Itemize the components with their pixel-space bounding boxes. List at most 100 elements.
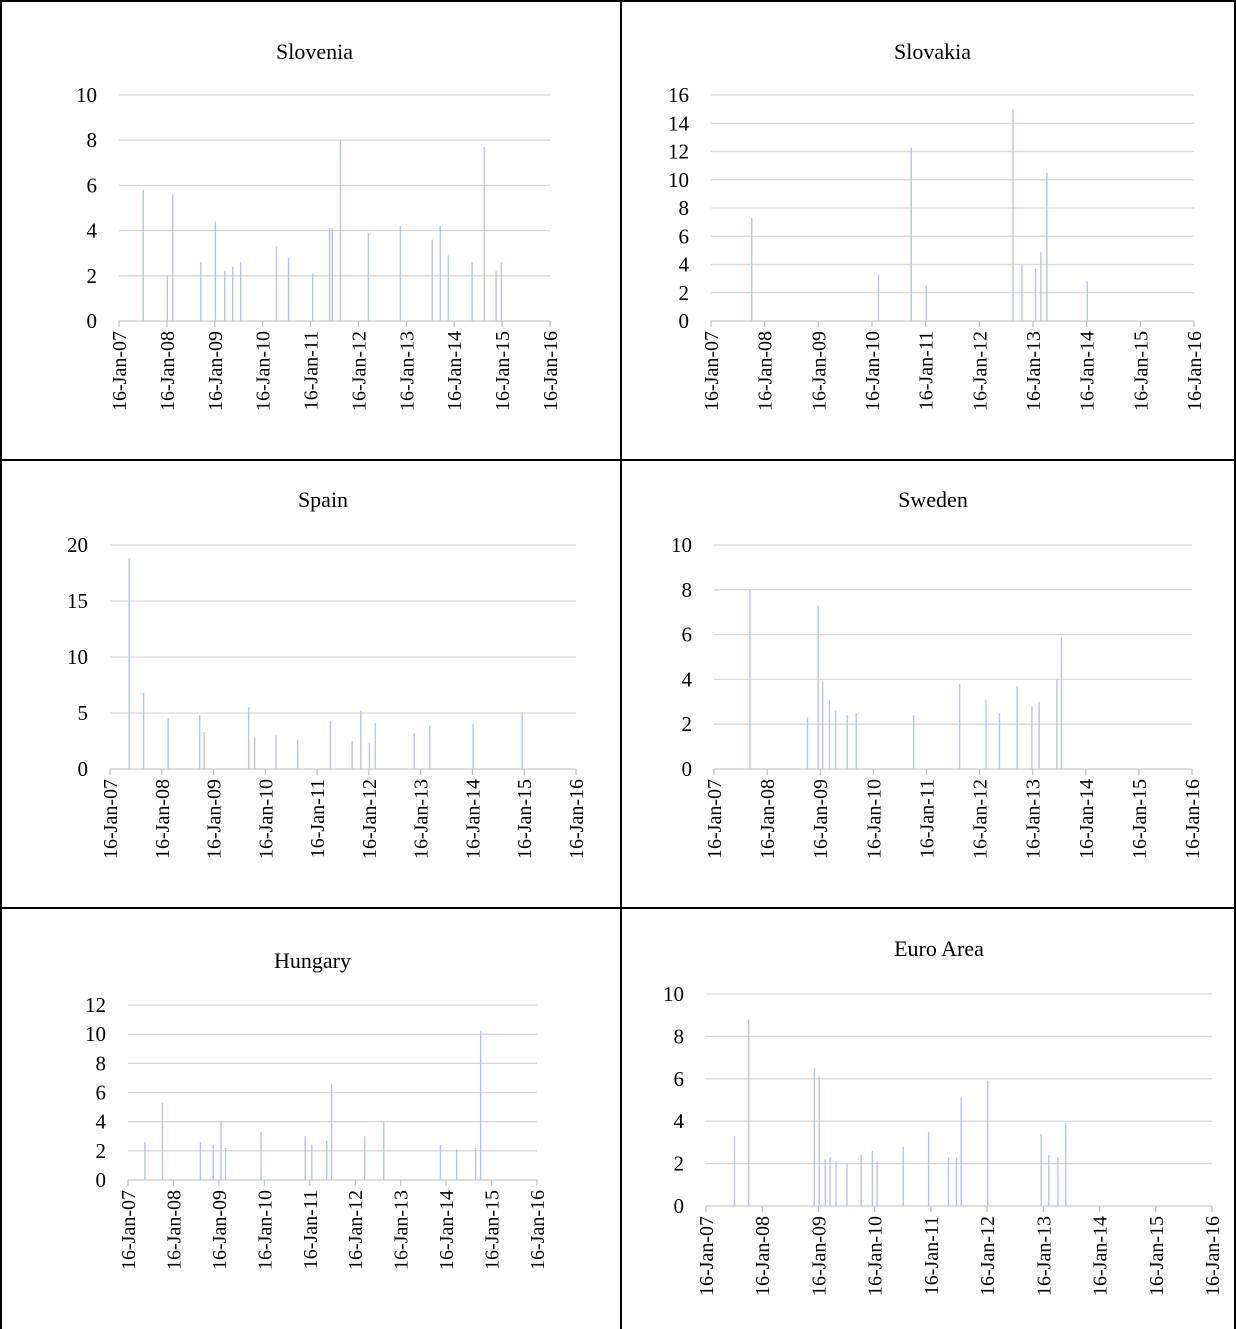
x-tick-label: 16-Jan-14 (1076, 779, 1098, 859)
x-tick-label: 16-Jan-14 (436, 1190, 458, 1270)
x-tick-label: 16-Jan-10 (254, 1190, 276, 1270)
y-tick-label: 10 (671, 533, 692, 557)
table-divider-vertical (620, 0, 622, 1329)
x-tick-label: 16-Jan-14 (462, 779, 484, 859)
y-tick-label: 10 (668, 168, 689, 192)
x-tick-label: 16-Jan-08 (757, 779, 779, 859)
x-tick-label: 16-Jan-07 (696, 1216, 718, 1296)
chart-svg: Slovakia 0 2 4 6 8 10 12 14 16 16-Jan-07 16-Jan-08 1… (668, 39, 1206, 411)
x-tick-label: 16-Jan-07 (701, 331, 723, 411)
x-tick-label: 16-Jan-08 (755, 331, 777, 411)
y-tick-label: 10 (67, 645, 88, 669)
y-tick-label: 0 (682, 757, 693, 781)
x-tick-label: 16-Jan-13 (1023, 779, 1045, 859)
x-tick-label: 16-Jan-14 (1077, 331, 1099, 411)
y-tick-label: 6 (679, 224, 690, 248)
y-tick-label: 15 (67, 589, 88, 613)
chart-panel-slovenia: Slovenia 0 2 4 6 8 10 16-Jan-07 16-Jan-08 16-Jan-… (2, 2, 620, 459)
x-tick-label: 16-Jan-16 (527, 1190, 549, 1270)
y-tick-label: 0 (674, 1194, 685, 1218)
table-divider-row2 (0, 907, 1236, 909)
x-tick-label: 16-Jan-07 (118, 1190, 140, 1270)
table-border-top (0, 0, 1236, 2)
x-tick-label: 16-Jan-13 (1033, 1216, 1055, 1296)
x-tick-label: 16-Jan-15 (1146, 1216, 1168, 1296)
y-tick-label: 0 (78, 757, 89, 781)
chart-title: Spain (298, 487, 348, 512)
y-tick-label: 10 (85, 1022, 106, 1046)
y-tick-label: 8 (679, 196, 690, 220)
y-tick-label: 2 (96, 1139, 107, 1163)
y-tick-label: 12 (85, 993, 106, 1017)
y-tick-label: 14 (668, 111, 690, 135)
y-tick-label: 4 (674, 1109, 685, 1133)
y-tick-label: 6 (682, 623, 693, 647)
y-tick-label: 16 (668, 83, 689, 107)
y-tick-label: 0 (87, 309, 98, 333)
y-tick-label: 6 (87, 173, 98, 197)
x-tick-label: 16-Jan-11 (916, 331, 938, 410)
x-tick-label: 16-Jan-09 (209, 1190, 231, 1270)
chart-panel-spain: Spain 0 5 10 15 20 16-Jan-07 16-Jan-08 16-Jan-09… (2, 461, 620, 907)
x-tick-label: 16-Jan-08 (752, 1216, 774, 1296)
x-tick-label: 16-Jan-10 (863, 779, 885, 859)
x-tick-label: 16-Jan-11 (301, 331, 323, 410)
x-tick-label: 16-Jan-10 (253, 331, 275, 411)
x-tick-label: 16-Jan-11 (300, 1190, 322, 1269)
x-tick-label: 16-Jan-12 (977, 1216, 999, 1296)
x-tick-label: 16-Jan-08 (157, 331, 179, 411)
x-tick-label: 16-Jan-07 (109, 331, 131, 411)
x-tick-label: 16-Jan-11 (916, 779, 938, 858)
chart-svg: Spain 0 5 10 15 20 16-Jan-07 16-Jan-08 16-Jan-09… (67, 487, 588, 859)
table-border-right (1234, 0, 1236, 1329)
x-tick-label: 16-Jan-09 (810, 779, 832, 859)
y-tick-label: 4 (96, 1110, 107, 1134)
x-tick-label: 16-Jan-07 (704, 779, 726, 859)
y-tick-label: 4 (679, 253, 690, 277)
x-tick-label: 16-Jan-09 (204, 779, 226, 859)
chart-title: Sweden (898, 487, 968, 512)
chart-panel-sweden: Sweden 0 2 4 6 8 10 16-Jan-07 16-Jan-08 16-Jan-09… (622, 461, 1234, 907)
x-tick-label: 16-Jan-07 (100, 779, 122, 859)
y-tick-label: 6 (674, 1067, 685, 1091)
x-tick-label: 16-Jan-10 (862, 331, 884, 411)
x-tick-label: 16-Jan-08 (152, 779, 174, 859)
x-tick-label: 16-Jan-15 (514, 779, 536, 859)
x-tick-label: 16-Jan-11 (307, 779, 329, 858)
x-tick-label: 16-Jan-12 (359, 779, 381, 859)
chart-svg: Slovenia 0 2 4 6 8 10 16-Jan-07 16-Jan-08 16-Jan-… (76, 39, 562, 411)
table-border-left (0, 0, 2, 1329)
chart-title: Slovenia (276, 39, 353, 64)
chart-svg: Sweden 0 2 4 6 8 10 16-Jan-07 16-Jan-08 16-Jan-09… (671, 487, 1204, 859)
chart-panel-hungary: Hungary 0 2 4 6 8 10 12 16-Jan-07 16-Jan-08 16-Jan… (2, 909, 620, 1329)
x-tick-label: 16-Jan-09 (808, 1216, 830, 1296)
x-tick-label: 16-Jan-15 (482, 1190, 504, 1270)
y-tick-label: 8 (87, 128, 98, 152)
y-tick-label: 5 (78, 701, 89, 725)
chart-svg: Hungary 0 2 4 6 8 10 12 16-Jan-07 16-Jan-08 16-Jan… (85, 948, 549, 1270)
y-tick-label: 10 (663, 982, 684, 1006)
x-tick-label: 16-Jan-14 (1090, 1216, 1112, 1296)
y-tick-label: 2 (679, 281, 690, 305)
y-tick-label: 8 (96, 1051, 107, 1075)
table-divider-row1 (0, 459, 1236, 461)
y-tick-label: 4 (682, 667, 693, 691)
y-tick-label: 10 (76, 83, 97, 107)
chart-panel-slovakia: Slovakia 0 2 4 6 8 10 12 14 16 16-Jan-07 16-Jan-08 1… (622, 2, 1234, 459)
y-tick-label: 8 (674, 1024, 685, 1048)
x-tick-label: 16-Jan-15 (492, 331, 514, 411)
y-tick-label: 6 (96, 1081, 107, 1105)
x-tick-label: 16-Jan-16 (1184, 331, 1206, 411)
x-tick-label: 16-Jan-11 (921, 1216, 943, 1295)
x-tick-label: 16-Jan-15 (1129, 779, 1151, 859)
y-tick-label: 2 (682, 712, 693, 736)
y-tick-label: 2 (87, 264, 98, 288)
x-tick-label: 16-Jan-16 (1182, 779, 1204, 859)
chart-panel-euro-area: Euro Area 0 2 4 6 8 10 16-Jan-07 16-Jan-08 16-Jan… (622, 909, 1234, 1329)
x-tick-label: 16-Jan-09 (205, 331, 227, 411)
x-tick-label: 16-Jan-16 (540, 331, 562, 411)
chart-title: Hungary (274, 948, 351, 973)
x-tick-label: 16-Jan-13 (396, 331, 418, 411)
y-tick-label: 0 (679, 309, 690, 333)
